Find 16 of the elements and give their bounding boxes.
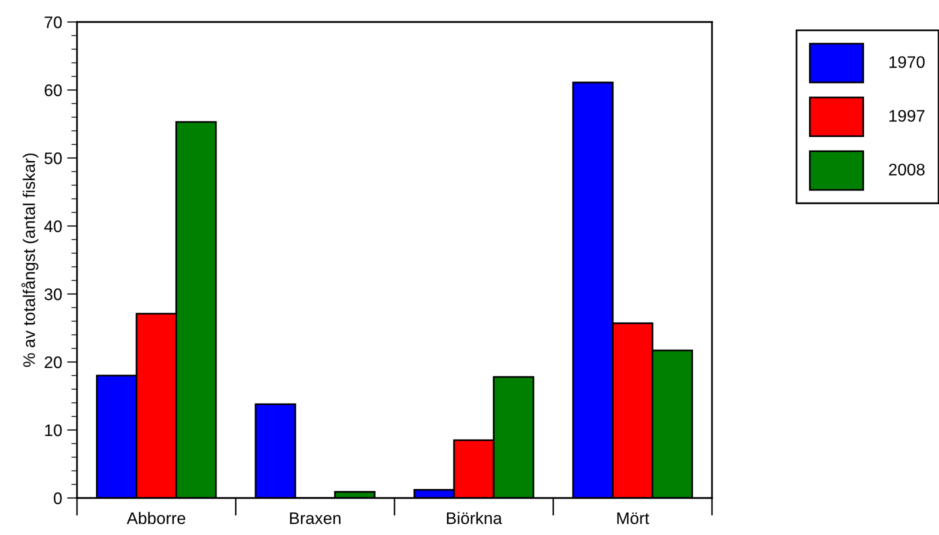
y-tick-label: 0 — [54, 492, 62, 504]
y-tick-label: 60 — [44, 84, 62, 96]
x-tick-label: Abborre — [126, 512, 186, 524]
x-tick-label: Mört — [617, 512, 650, 524]
legend-label: 2008 — [889, 164, 925, 176]
y-tick-label: 70 — [44, 16, 62, 28]
x-tick-label: Biörkna — [446, 512, 502, 524]
legend-label: 1970 — [889, 56, 925, 68]
y-tick-label: 10 — [45, 424, 62, 436]
y-tick-label: 20 — [44, 356, 62, 368]
y-tick-label: 30 — [44, 288, 62, 300]
x-tick-label: Braxen — [290, 512, 340, 524]
y-tick-label: 50 — [44, 152, 62, 164]
legend-label: 1997 — [889, 110, 924, 122]
y-tick-label: 40 — [44, 220, 62, 232]
y-axis-title: % av totalfångst (antal fiskar) — [21, 154, 38, 367]
